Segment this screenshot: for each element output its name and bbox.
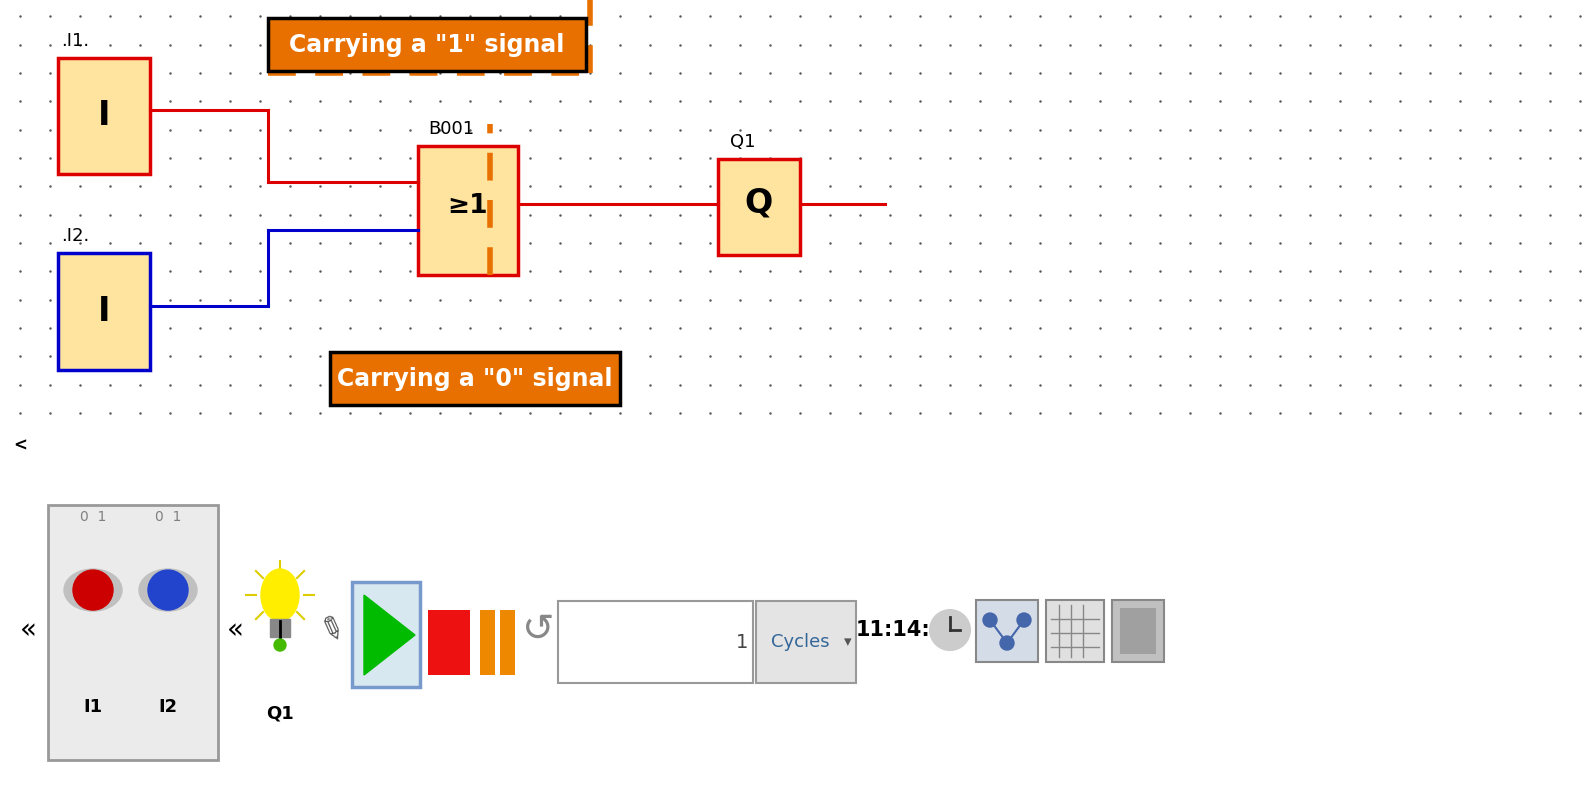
Text: .I2.: .I2. [60,227,89,245]
Circle shape [1000,636,1014,650]
Bar [1111,600,1164,662]
Text: Q1: Q1 [730,133,755,151]
Text: «: « [19,616,37,644]
Circle shape [73,570,113,610]
Circle shape [1018,613,1030,627]
Text: Q1: Q1 [266,704,294,722]
Text: <: < [14,436,27,454]
Ellipse shape [261,569,299,621]
Text: I2: I2 [159,698,178,716]
Bar [48,505,218,760]
Text: I1: I1 [83,698,103,716]
Bar [57,253,149,370]
Bar [499,610,515,675]
Bar [1046,600,1103,662]
Bar [331,352,620,405]
Text: I: I [97,99,110,133]
Text: 0  1: 0 1 [80,510,107,524]
Text: Carrying a "1" signal: Carrying a "1" signal [289,33,564,56]
Text: Carrying a "0" signal: Carrying a "0" signal [337,366,612,390]
Bar [269,18,587,71]
Text: 1: 1 [736,633,747,652]
Ellipse shape [138,569,197,611]
Text: «: « [226,616,243,644]
Ellipse shape [64,569,122,611]
Bar [270,619,289,637]
Text: 11:14:11: 11:14:11 [855,620,960,640]
Text: I: I [97,295,110,328]
Text: ↺: ↺ [522,611,555,649]
Bar [480,610,494,675]
Circle shape [148,570,188,610]
Circle shape [930,610,970,650]
Circle shape [273,639,286,651]
Bar [1119,608,1156,654]
Bar [558,601,754,683]
Bar [418,145,518,275]
Circle shape [983,613,997,627]
Text: ≥1: ≥1 [448,192,488,219]
Bar [755,601,855,683]
Text: ✎: ✎ [313,612,347,648]
Text: 0  1: 0 1 [154,510,181,524]
Polygon shape [364,595,415,675]
Text: Cycles: Cycles [771,633,830,651]
Bar [428,610,471,675]
Bar [719,159,800,255]
Bar [351,582,420,687]
Bar [976,600,1038,662]
Text: Q: Q [744,187,773,219]
Text: ▾: ▾ [844,634,852,650]
Text: B001: B001 [428,120,474,138]
Text: .I1.: .I1. [60,32,89,49]
Bar [57,58,149,174]
